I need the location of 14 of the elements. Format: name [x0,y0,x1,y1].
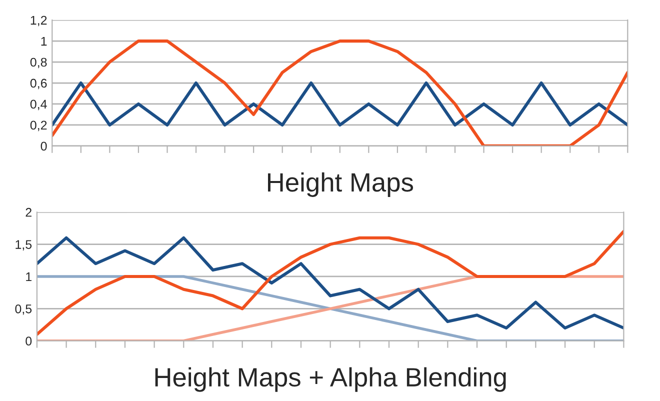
y-tick-label: 0,8 [30,58,47,68]
y-tick-label: 0,6 [30,78,47,90]
x-axis-title: Height Maps + Alpha Blending [155,367,506,392]
y-tick-label: 0,5 [15,304,32,315]
y-tick-label: 1,2 [30,16,47,26]
y-tick-label: 1 [41,36,47,46]
y-tick-label: 1 [26,272,32,282]
y-tick-label: 0 [40,142,47,151]
y-tick-label: 0,2 [30,120,47,132]
y-tick-label: 0 [26,336,32,346]
x-axis-title: Height Maps [268,172,414,197]
y-tick-label: 2 [26,208,32,217]
y-tick-label: 1,5 [16,240,32,250]
y-tick-label: 0,4 [30,100,47,110]
